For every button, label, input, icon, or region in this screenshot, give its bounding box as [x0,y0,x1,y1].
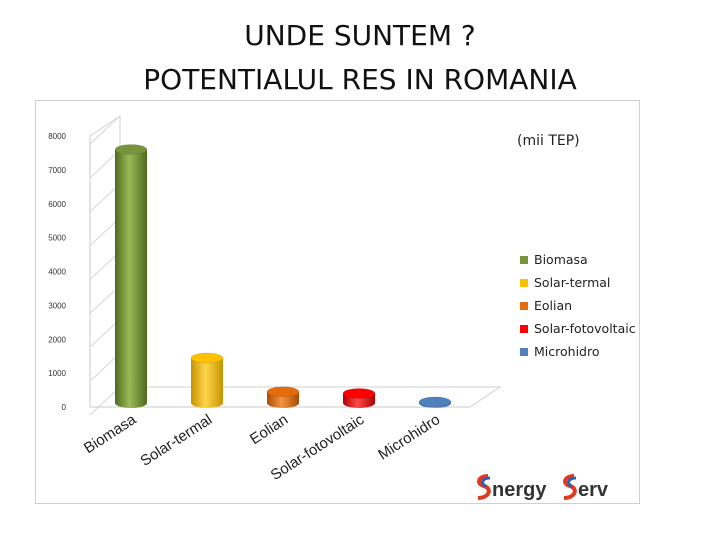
legend-item-solar-termal: Solar-termal [520,271,636,294]
y-tick-label: 8000 [48,132,66,141]
y-tick-label: 6000 [48,200,66,209]
y-tick-label: 7000 [48,166,66,175]
bar-top [190,352,224,364]
legend-label-solar-fotovoltaic: Solar-fotovoltaic [534,321,636,336]
y-tick-label: 5000 [48,234,66,243]
energyserv-logo: nergy erv [477,474,609,501]
bar-top [342,388,376,399]
legend-item-microhidro: Microhidro [520,340,636,363]
bar-solar-termal [190,352,224,408]
unit-label: (mii TEP) [517,133,580,149]
y-tick-label: 3000 [48,301,66,310]
legend-label-biomasa: Biomasa [534,252,588,267]
legend-label-solar-termal: Solar-termal [534,275,611,290]
slide-title: UNDE SUNTEM ? POTENTIALUL RES IN ROMANIA [0,14,720,102]
bar-body [267,391,299,403]
bar-base [191,398,223,408]
chart-legend: Biomasa Solar-termal Eolian Solar-fotovo… [520,248,636,363]
legend-swatch-eolian [520,301,528,310]
bar-top [418,396,452,408]
energyserv-logo-s-icon [477,474,577,500]
title-line-1: UNDE SUNTEM ? [244,19,476,52]
bar-solar-fotovoltaic [342,388,376,408]
bar-base [343,398,375,408]
legend-swatch-biomasa [520,255,528,264]
y-tick-label: 2000 [48,335,66,344]
bar-microhidro [418,396,452,408]
legend-item-biomasa: Biomasa [520,248,636,271]
energyserv-logo-text: nergy [492,479,547,501]
legend-label-microhidro: Microhidro [534,344,600,359]
x-tick-label: Solar-termal [137,411,215,470]
y-tick-label: 0 [62,403,67,412]
x-tick-label: Microhidro [375,411,443,463]
bar-eolian [266,386,300,408]
bar-base [115,398,147,408]
y-tick-label: 4000 [48,268,66,277]
legend-swatch-solar-termal [520,278,528,287]
chart-back-wall [89,115,502,408]
legend-swatch-solar-fotovoltaic [520,324,528,333]
bar-body [115,149,147,403]
bar-body [191,357,223,403]
y-tick-mark [89,115,121,145]
bar-biomasa [114,144,148,408]
legend-item-eolian: Eolian [520,294,636,317]
legend-swatch-microhidro [520,347,528,356]
y-tick-label: 1000 [48,369,66,378]
energyserv-logo-text-2: erv [578,479,609,501]
x-tick-label: Biomasa [81,411,140,457]
bar-top [266,386,300,398]
legend-item-solar-fotovoltaic: Solar-fotovoltaic [520,317,636,340]
title-line-2: POTENTIALUL RES IN ROMANIA [143,63,577,96]
bar-base [267,398,299,408]
legend-label-eolian: Eolian [534,298,573,313]
x-tick-label: Eolian [247,411,291,448]
bar-top [114,144,148,155]
